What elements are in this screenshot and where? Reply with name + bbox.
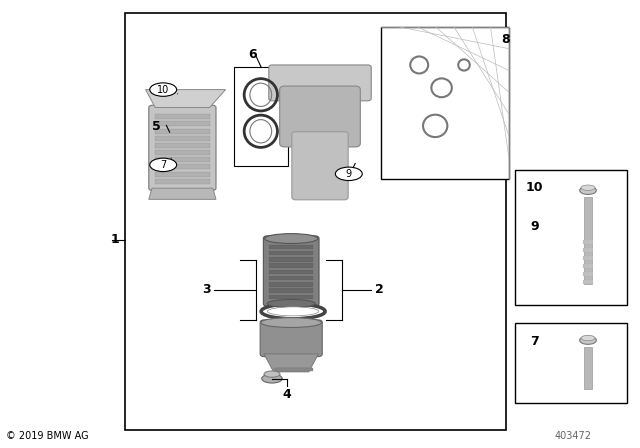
- FancyBboxPatch shape: [148, 105, 216, 190]
- Ellipse shape: [581, 336, 595, 341]
- FancyBboxPatch shape: [269, 65, 371, 101]
- Bar: [125, 13, 506, 430]
- Ellipse shape: [150, 83, 177, 96]
- Bar: [269, 263, 314, 268]
- Ellipse shape: [150, 158, 177, 172]
- Bar: [515, 323, 627, 403]
- Bar: [269, 276, 314, 280]
- Bar: [269, 289, 314, 293]
- FancyBboxPatch shape: [280, 86, 360, 147]
- Bar: [155, 129, 210, 134]
- Text: 4: 4: [282, 388, 291, 401]
- Bar: [155, 121, 210, 126]
- FancyBboxPatch shape: [260, 320, 323, 357]
- Bar: [584, 347, 593, 389]
- Ellipse shape: [581, 185, 595, 190]
- Text: 8: 8: [501, 33, 510, 46]
- Polygon shape: [264, 354, 319, 372]
- Bar: [155, 164, 210, 169]
- Bar: [584, 197, 593, 284]
- Ellipse shape: [580, 186, 596, 194]
- Bar: [155, 179, 210, 184]
- Bar: [583, 264, 593, 268]
- Bar: [583, 256, 593, 260]
- Ellipse shape: [335, 167, 362, 181]
- Bar: [583, 272, 593, 276]
- Bar: [583, 280, 593, 284]
- Text: 2: 2: [374, 283, 383, 297]
- Bar: [583, 240, 593, 244]
- Bar: [269, 270, 314, 274]
- Ellipse shape: [580, 336, 596, 345]
- Ellipse shape: [261, 318, 321, 327]
- Bar: [234, 67, 288, 166]
- Bar: [269, 295, 314, 299]
- Bar: [155, 143, 210, 148]
- Ellipse shape: [265, 234, 317, 244]
- Text: 5: 5: [152, 120, 161, 133]
- Ellipse shape: [268, 307, 319, 316]
- Polygon shape: [148, 188, 216, 199]
- Text: 10: 10: [157, 85, 170, 95]
- Bar: [278, 368, 313, 371]
- Ellipse shape: [262, 374, 282, 383]
- Bar: [269, 282, 314, 287]
- Text: 1: 1: [111, 233, 120, 246]
- Text: 7: 7: [160, 160, 166, 170]
- Bar: [155, 150, 210, 155]
- Bar: [155, 172, 210, 177]
- Bar: [276, 368, 311, 371]
- Text: 10: 10: [525, 181, 543, 194]
- Text: 6: 6: [248, 48, 257, 61]
- Bar: [583, 248, 593, 252]
- Bar: [155, 157, 210, 162]
- Text: 3: 3: [202, 283, 211, 297]
- Ellipse shape: [268, 299, 315, 307]
- Bar: [269, 245, 314, 249]
- Ellipse shape: [264, 371, 280, 377]
- Ellipse shape: [261, 304, 325, 319]
- Bar: [269, 251, 314, 255]
- Bar: [155, 114, 210, 119]
- FancyBboxPatch shape: [264, 236, 319, 306]
- Bar: [274, 368, 309, 371]
- Text: 9: 9: [530, 220, 539, 233]
- Text: 9: 9: [346, 169, 352, 179]
- Bar: [269, 257, 314, 262]
- Bar: [381, 27, 509, 179]
- Text: © 2019 BMW AG: © 2019 BMW AG: [6, 431, 89, 441]
- Polygon shape: [146, 90, 226, 108]
- Text: 7: 7: [530, 335, 539, 348]
- Text: 403472: 403472: [554, 431, 591, 441]
- Bar: [155, 136, 210, 141]
- FancyBboxPatch shape: [292, 132, 348, 200]
- Bar: [515, 170, 627, 305]
